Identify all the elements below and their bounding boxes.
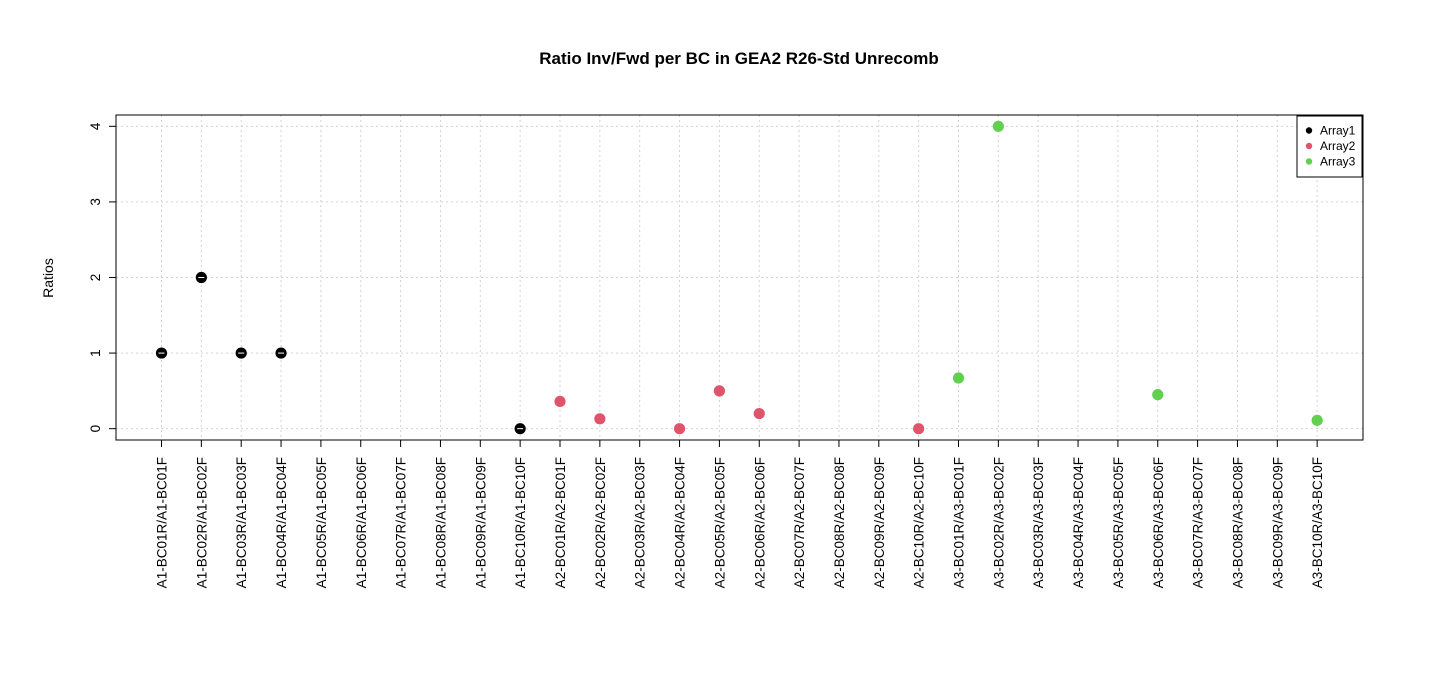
legend-marker — [1305, 127, 1313, 134]
x-tick-label: A3-BC07R/A3-BC07F — [1191, 457, 1206, 588]
legend-marker — [1305, 158, 1313, 165]
x-tick-label: A1-BC03R/A1-BC03F — [234, 457, 249, 588]
x-tick-label: A3-BC04R/A3-BC04F — [1071, 457, 1086, 588]
x-tick-label: A2-BC05R/A2-BC05F — [712, 457, 727, 588]
y-axis-label: Ratios — [40, 258, 56, 298]
data-point — [713, 385, 726, 397]
x-tick-label: A2-BC09R/A2-BC09F — [872, 457, 887, 588]
x-tick-label: A1-BC08R/A1-BC08F — [433, 457, 448, 588]
x-tick-label: A2-BC02R/A2-BC02F — [593, 457, 608, 588]
x-tick-label: A2-BC10R/A2-BC10F — [912, 457, 927, 588]
x-tick-label: A3-BC03R/A3-BC03F — [1031, 457, 1046, 588]
legend-label: Array3 — [1320, 155, 1356, 169]
y-tick-label: 2 — [88, 274, 103, 282]
x-tick-label: A1-BC04R/A1-BC04F — [274, 457, 289, 588]
plot-frame — [115, 114, 1364, 441]
y-tick-label: 4 — [88, 122, 103, 130]
x-tick-label: A1-BC06R/A1-BC06F — [354, 457, 369, 588]
x-tick-label: A3-BC06R/A3-BC06F — [1151, 457, 1166, 588]
data-point — [554, 395, 566, 408]
x-tick-label: A1-BC10R/A1-BC10F — [513, 457, 528, 588]
data-point — [913, 423, 925, 435]
data-point — [992, 120, 1004, 132]
x-tick-label: A3-BC01R/A3-BC01F — [952, 457, 967, 588]
x-tick-label: A2-BC07R/A2-BC07F — [792, 457, 807, 588]
data-point — [1152, 389, 1164, 401]
x-tick-label: A2-BC08R/A2-BC08F — [832, 457, 847, 588]
x-tick-label: A2-BC04R/A2-BC04F — [673, 457, 688, 588]
data-point — [1311, 414, 1323, 426]
y-tick-label: 3 — [88, 198, 103, 206]
data-point — [594, 413, 606, 425]
x-tick-label: A2-BC01R/A2-BC01F — [553, 457, 568, 588]
x-tick-label: A3-BC09R/A3-BC09F — [1270, 457, 1285, 588]
data-point — [952, 372, 965, 384]
x-tick-label: A3-BC10R/A3-BC10F — [1310, 457, 1325, 588]
axis-layer: 0 1 2 3 4 A1-BC01R/A1-BC01F A1-BC02R/A1-BC02F A… — [88, 122, 1325, 588]
y-tick-label: 1 — [88, 349, 103, 357]
x-tick-label: A1-BC07R/A1-BC07F — [394, 457, 409, 588]
legend-marker — [1305, 142, 1313, 150]
x-tick-label: A2-BC06R/A2-BC06F — [752, 457, 767, 588]
x-tick-label: A1-BC05R/A1-BC05F — [314, 457, 329, 588]
x-tick-label: A3-BC02R/A3-BC02F — [991, 457, 1006, 588]
x-tick-label: A1-BC02R/A1-BC02F — [194, 457, 209, 588]
points-layer — [155, 120, 1323, 435]
x-tick-label: A1-BC01R/A1-BC01F — [155, 457, 170, 588]
data-point — [753, 407, 765, 420]
chart-title: Ratio Inv/Fwd per BC in GEA2 R26-Std Unr… — [539, 49, 939, 68]
legend-label: Array2 — [1320, 139, 1356, 153]
x-tick-label: A2-BC03R/A2-BC03F — [633, 457, 648, 588]
x-tick-label: A1-BC09R/A1-BC09F — [473, 457, 488, 588]
grid-layer — [116, 115, 1363, 440]
x-tick-label: A3-BC05R/A3-BC05F — [1111, 457, 1126, 588]
y-tick-label: 0 — [88, 425, 103, 433]
legend-label: Array1 — [1320, 124, 1356, 138]
data-point — [673, 423, 686, 435]
x-tick-label: A3-BC08R/A3-BC08F — [1230, 457, 1245, 588]
